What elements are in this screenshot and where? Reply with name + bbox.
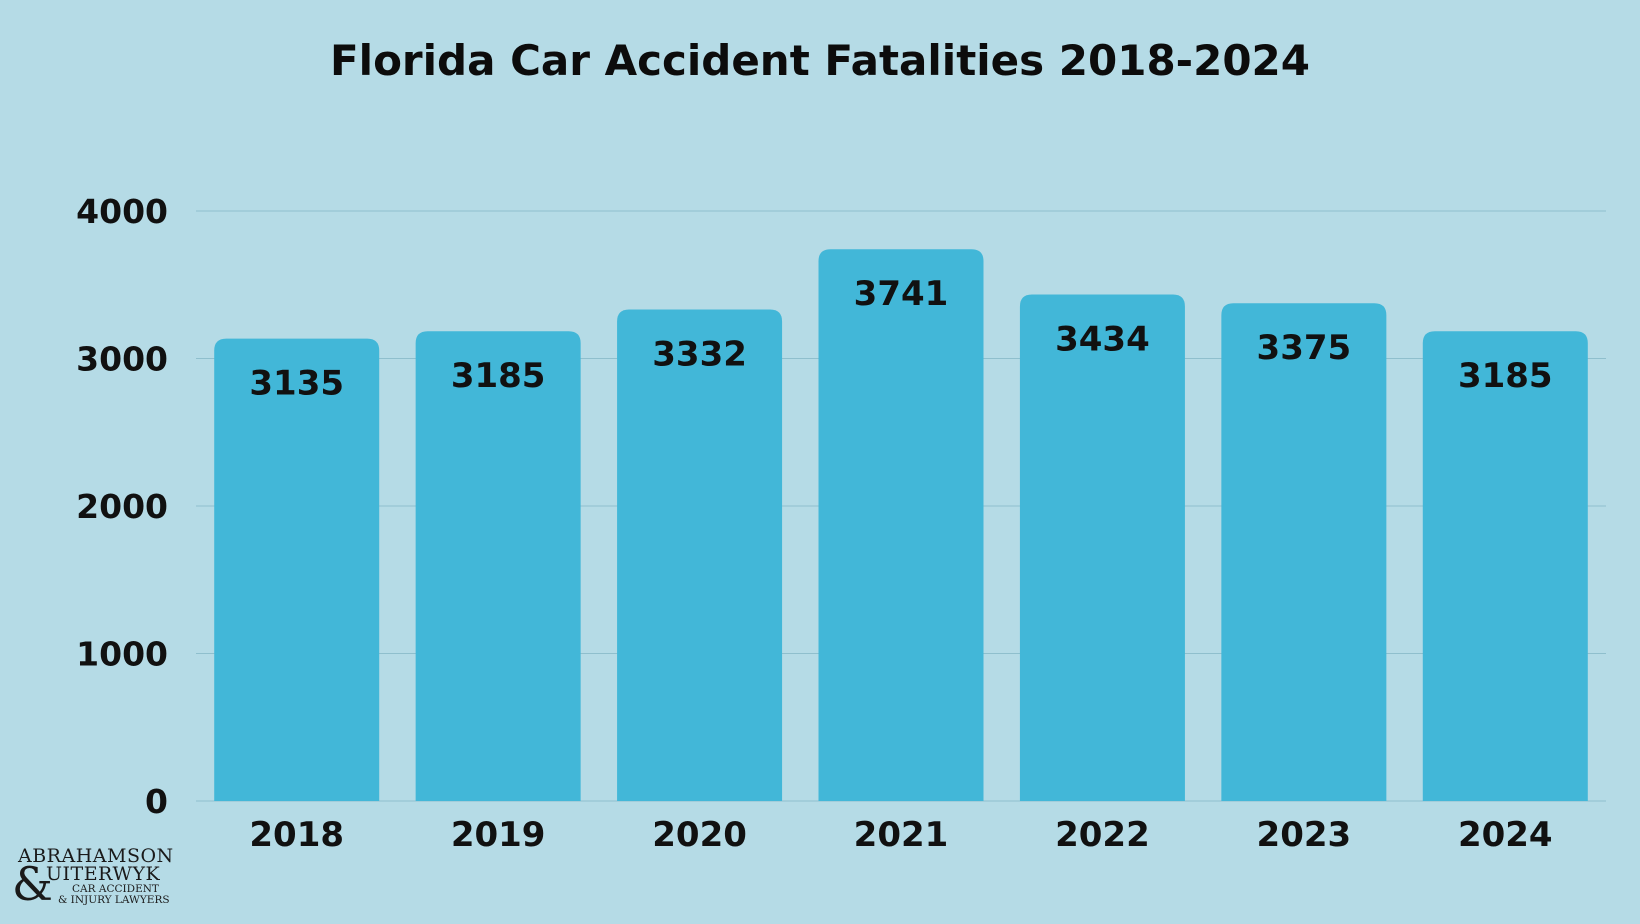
bar-value-label: 3332: [652, 335, 747, 375]
x-tick-label: 2022: [1055, 815, 1150, 855]
bars: 3135 3185 3332 3741 3434 3375 3185: [214, 249, 1588, 801]
x-tick-label: 2019: [451, 815, 546, 855]
bar-value-label: 3375: [1257, 328, 1352, 368]
bar-value-label: 3185: [1458, 356, 1553, 396]
x-tick-label: 2020: [652, 815, 747, 855]
x-tick-label: 2021: [854, 815, 949, 855]
bar-value-label: 3434: [1055, 319, 1150, 359]
y-tick-label: 4000: [76, 192, 168, 231]
logo-line-3: CAR ACCIDENT: [72, 883, 159, 895]
bar-value-label: 3185: [451, 356, 546, 396]
bar-2024: [1422, 331, 1588, 801]
logo-line-4: & INJURY LAWYERS: [58, 894, 170, 906]
bar-2023: [1221, 303, 1387, 801]
x-axis-ticks: 2018 2019 2020 2021 2022 2023 2024: [249, 815, 1552, 855]
y-tick-label: 0: [145, 782, 168, 821]
logo-line-2: UITERWYK: [46, 863, 161, 885]
x-tick-label: 2024: [1458, 815, 1553, 855]
bar-value-label: 3741: [854, 274, 949, 314]
y-tick-label: 3000: [76, 340, 168, 379]
bar-2020: [617, 309, 783, 801]
y-tick-label: 2000: [76, 487, 168, 526]
y-axis-ticks: 0 1000 2000 3000 4000: [76, 192, 168, 821]
chart-title: Florida Car Accident Fatalities 2018-202…: [330, 36, 1310, 85]
bar-2018: [214, 338, 380, 801]
x-tick-label: 2023: [1257, 815, 1352, 855]
logo-line-1: ABRAHAMSON: [17, 845, 174, 867]
firm-logo: ABRAHAMSON & UITERWYK CAR ACCIDENT & INJ…: [12, 845, 174, 911]
bar-2022: [1019, 294, 1185, 801]
x-tick-label: 2018: [249, 815, 344, 855]
logo-ampersand: &: [12, 857, 53, 911]
bar-2021: [818, 249, 984, 801]
bar-2019: [415, 331, 581, 801]
bar-value-label: 3135: [249, 364, 344, 404]
y-tick-label: 1000: [76, 635, 168, 674]
